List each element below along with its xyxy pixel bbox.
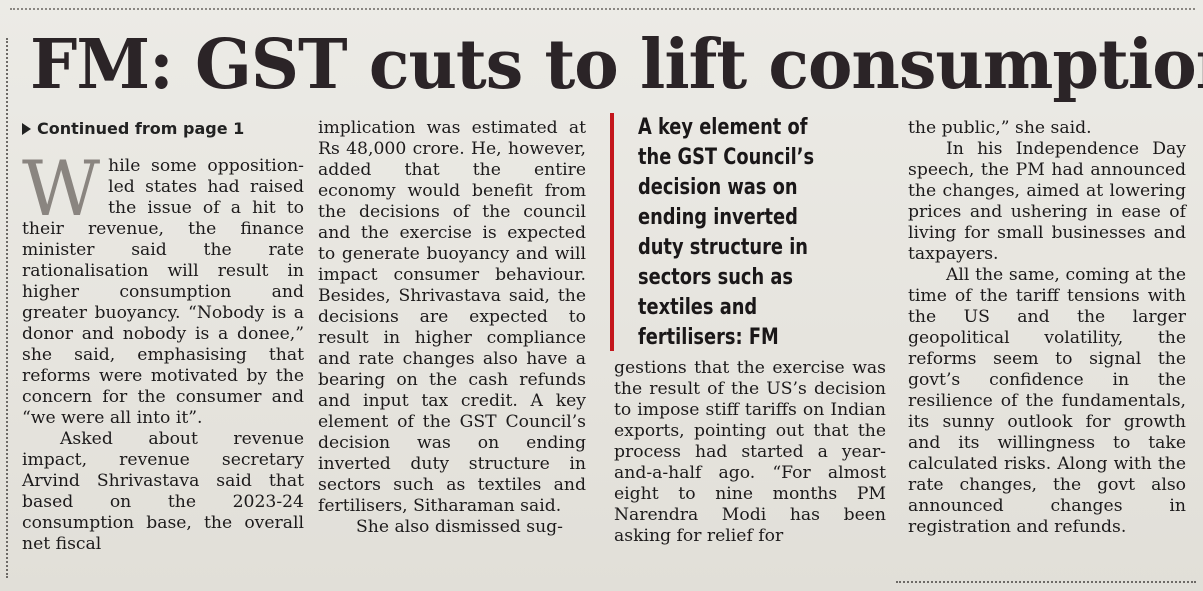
arrow-right-icon	[22, 123, 31, 135]
paragraph: Asked about revenue impact, revenue secr…	[22, 429, 304, 554]
column-3: gestions that the exercise was the resul…	[614, 358, 886, 547]
drop-cap: W	[22, 144, 101, 233]
pull-quote-line: textiles and	[638, 295, 758, 320]
paragraph: She also dismissed sug-	[356, 517, 563, 537]
paragraph: In his Independence Day speech, the PM h…	[908, 139, 1186, 264]
paragraph: implication was estimated at Rs 48,000 c…	[318, 118, 586, 516]
paragraph: gestions that the exercise was the resul…	[614, 358, 886, 546]
pull-quote-line: sectors such as	[638, 265, 793, 290]
column-2: implication was estimated at Rs 48,000 c…	[318, 118, 586, 538]
pull-quote-line: ending inverted	[638, 205, 798, 230]
pull-quote-line: A key element of	[638, 115, 808, 140]
pull-quote-line: fertilisers: FM	[638, 325, 779, 350]
pull-quote-line: duty structure in	[638, 235, 808, 260]
left-dotted-rule	[6, 38, 8, 578]
top-dotted-rule	[10, 8, 1195, 10]
pull-quote-line: the GST Council’s	[638, 145, 815, 170]
continued-label: Continued from page 1	[37, 119, 245, 138]
bottom-dotted-rule	[896, 581, 1196, 583]
headline: FM: GST cuts to lift consumption	[30, 25, 1203, 105]
continued-from-line[interactable]: Continued from page 1	[22, 118, 304, 140]
column-4: the public,” she said. In his Independen…	[908, 118, 1186, 538]
paragraph: All the same, coming at the time of the …	[908, 265, 1186, 537]
paragraph-text: hile some opposition-led states had rais…	[22, 156, 304, 428]
pull-quote: A key element of the GST Council’s decis…	[610, 113, 880, 351]
pull-quote-line: decision was on	[638, 175, 798, 200]
paragraph: the public,” she said.	[908, 118, 1092, 138]
